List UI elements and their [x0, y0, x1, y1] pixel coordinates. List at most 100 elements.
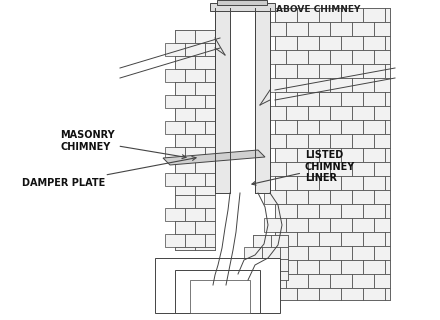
Bar: [385, 260, 390, 274]
Bar: [185, 43, 205, 56]
Bar: [264, 50, 286, 64]
Bar: [175, 30, 195, 43]
Bar: [195, 247, 215, 250]
Bar: [319, 260, 341, 274]
Bar: [264, 274, 286, 288]
Bar: [175, 221, 195, 234]
Bar: [286, 246, 308, 260]
Bar: [271, 259, 288, 271]
Bar: [341, 232, 363, 246]
Bar: [185, 95, 205, 108]
Bar: [175, 56, 195, 69]
Bar: [363, 176, 385, 190]
Bar: [185, 69, 205, 82]
Bar: [275, 260, 297, 274]
Bar: [319, 8, 341, 22]
Bar: [385, 8, 390, 22]
Bar: [308, 50, 330, 64]
Bar: [341, 36, 363, 50]
Bar: [374, 190, 390, 204]
Polygon shape: [163, 150, 265, 165]
Bar: [352, 274, 374, 288]
Bar: [297, 120, 319, 134]
Bar: [185, 234, 205, 247]
Bar: [205, 234, 215, 247]
Bar: [374, 22, 390, 36]
Bar: [385, 232, 390, 246]
Bar: [262, 271, 280, 280]
Bar: [165, 69, 185, 82]
Bar: [275, 120, 297, 134]
Bar: [215, 8, 230, 193]
Bar: [253, 259, 271, 271]
Bar: [385, 92, 390, 106]
Bar: [205, 95, 215, 108]
Bar: [341, 288, 363, 300]
Bar: [363, 8, 385, 22]
Bar: [352, 106, 374, 120]
Bar: [330, 134, 352, 148]
Bar: [319, 148, 341, 162]
Bar: [262, 247, 280, 259]
Bar: [280, 271, 288, 280]
Bar: [165, 173, 185, 186]
Bar: [297, 232, 319, 246]
Bar: [205, 69, 215, 82]
Bar: [374, 50, 390, 64]
Bar: [308, 218, 330, 232]
Bar: [175, 195, 195, 208]
Bar: [275, 288, 297, 300]
Bar: [385, 120, 390, 134]
Bar: [165, 208, 185, 221]
Bar: [385, 204, 390, 218]
Bar: [205, 43, 215, 56]
Bar: [244, 247, 262, 259]
Bar: [330, 22, 352, 36]
Bar: [297, 288, 319, 300]
Bar: [195, 82, 215, 95]
Bar: [264, 218, 286, 232]
Bar: [308, 274, 330, 288]
Bar: [286, 134, 308, 148]
Text: DAMPER PLATE: DAMPER PLATE: [22, 156, 196, 188]
Bar: [264, 162, 286, 176]
Bar: [363, 232, 385, 246]
Bar: [280, 247, 288, 259]
Bar: [264, 78, 286, 92]
Bar: [297, 92, 319, 106]
Bar: [319, 288, 341, 300]
Bar: [205, 208, 215, 221]
Bar: [175, 134, 195, 147]
Bar: [341, 176, 363, 190]
Bar: [286, 22, 308, 36]
Bar: [385, 148, 390, 162]
Bar: [271, 235, 288, 247]
Bar: [165, 147, 185, 160]
Bar: [363, 36, 385, 50]
Bar: [352, 246, 374, 260]
Bar: [319, 176, 341, 190]
Bar: [185, 147, 205, 160]
Bar: [297, 176, 319, 190]
Text: LISTED
CHIMNEY
LINER: LISTED CHIMNEY LINER: [252, 150, 355, 185]
Bar: [275, 8, 297, 22]
Text: ABOVE CHIMNEY: ABOVE CHIMNEY: [276, 5, 360, 14]
Bar: [275, 64, 297, 78]
Bar: [308, 22, 330, 36]
Bar: [264, 106, 286, 120]
Bar: [374, 218, 390, 232]
Bar: [175, 30, 215, 195]
Bar: [330, 246, 352, 260]
Bar: [286, 162, 308, 176]
Bar: [165, 121, 185, 134]
Bar: [255, 8, 270, 193]
Bar: [175, 160, 195, 173]
Bar: [253, 235, 288, 280]
Bar: [205, 173, 215, 186]
Bar: [330, 274, 352, 288]
Bar: [195, 221, 215, 234]
Bar: [374, 246, 390, 260]
Bar: [286, 190, 308, 204]
Bar: [352, 162, 374, 176]
Bar: [363, 120, 385, 134]
